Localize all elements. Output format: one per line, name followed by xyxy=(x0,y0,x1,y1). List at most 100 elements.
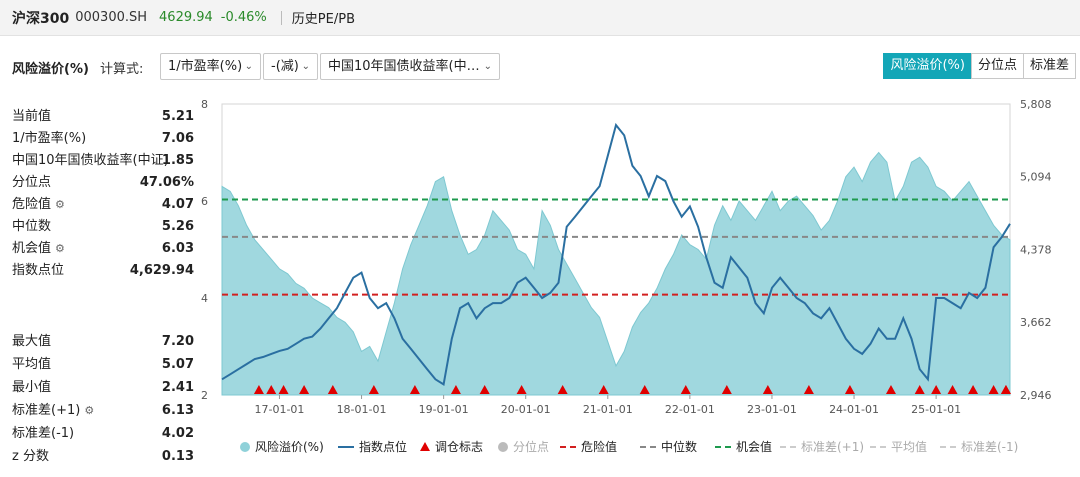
tab-percentile[interactable]: 分位点 xyxy=(970,53,1024,79)
rebalance-marker xyxy=(988,385,999,394)
stat-label: 危险值 ⚙ xyxy=(12,194,65,216)
rebalance-marker xyxy=(299,385,310,394)
x-tick-label: 23-01-01 xyxy=(747,403,797,416)
chevron-down-icon: ⌄ xyxy=(301,61,310,72)
stat-min: 最小值 2.41 xyxy=(12,377,194,399)
dash-swatch-icon xyxy=(560,445,576,448)
rebalance-marker xyxy=(762,385,773,394)
tri-swatch-icon xyxy=(420,442,430,451)
rebalance-marker xyxy=(409,385,420,394)
stat-label: 指数点位 xyxy=(12,263,65,278)
rebalance-marker xyxy=(1001,385,1011,394)
chart-legend: 风险溢价(%) 指数点位 调仓标志 分位点 危险值 中位数 机会值 标准差(+1) 平均值 标准差… xyxy=(240,438,1040,456)
rebalance-marker xyxy=(368,385,379,394)
rebalance-marker xyxy=(450,385,461,394)
rebalance-marker xyxy=(266,385,277,394)
stat-index-level: 指数点位 4,629.94 xyxy=(12,260,194,282)
rebalance-marker xyxy=(844,385,855,394)
stat-label: 平均值 xyxy=(12,357,52,372)
gear-icon[interactable]: ⚙ xyxy=(55,242,65,255)
rebalance-marker xyxy=(803,385,814,394)
stat-label-text: 标准差(+1) xyxy=(12,403,81,418)
y-right-tick-label: 5,808 xyxy=(1020,98,1052,111)
gear-icon[interactable]: ⚙ xyxy=(55,198,65,211)
legend-item[interactable]: 中位数 xyxy=(640,438,697,455)
series-risk-premium-area xyxy=(221,151,1011,396)
rebalance-marker xyxy=(885,385,896,394)
x-tick-label: 20-01-01 xyxy=(501,403,551,416)
legend-item[interactable]: 平均值 xyxy=(870,438,927,455)
view-tabs: 风险溢价(%) 分位点 标准差 xyxy=(883,53,1076,79)
stat-label: 分位点 xyxy=(12,175,52,190)
rebalance-marker xyxy=(557,385,568,394)
stat-value: 5.21 xyxy=(161,109,194,124)
dot-swatch-icon xyxy=(498,441,508,452)
rebalance-marker xyxy=(721,385,732,394)
dash-swatch-icon xyxy=(940,445,956,448)
stat-label: 1/市盈率(%) xyxy=(12,131,87,146)
control-bar: 风险溢价(%) 计算式: 1/市盈率(%) ⌄ -(减) ⌄ 中国10年国债收益… xyxy=(0,50,1080,82)
stat-label: 最大值 xyxy=(12,334,52,349)
stat-label: 标准差(+1) ⚙ xyxy=(12,400,94,422)
stat-danger: 危险值 ⚙ 4.07 xyxy=(12,194,194,216)
legend-item[interactable]: 调仓标志 xyxy=(420,438,483,455)
rebalance-marker xyxy=(931,385,942,394)
legend-label: 分位点 xyxy=(513,440,550,454)
rebalance-marker xyxy=(327,385,338,394)
formula-label: 计算式: xyxy=(100,62,144,77)
legend-item[interactable]: 分位点 xyxy=(498,438,549,455)
stat-z-score: z 分数 0.13 xyxy=(12,446,194,468)
formula-operand2-select[interactable]: 中国10年国债收益率(中… ⌄ xyxy=(320,53,500,80)
stat-value: 0.13 xyxy=(161,449,194,464)
legend-item[interactable]: 指数点位 xyxy=(338,438,407,455)
dash-swatch-icon xyxy=(870,445,886,448)
x-tick-label: 19-01-01 xyxy=(419,403,469,416)
tab-risk-premium[interactable]: 风险溢价(%) xyxy=(883,53,972,79)
legend-label: 中位数 xyxy=(661,440,698,454)
stat-percentile: 分位点 47.06% xyxy=(12,172,194,194)
index-name: 沪深300 xyxy=(12,10,70,27)
x-tick-label: 21-01-01 xyxy=(583,403,633,416)
dash-swatch-icon xyxy=(780,445,796,448)
rebalance-marker xyxy=(947,385,958,394)
operand1-value: 1/市盈率(%) xyxy=(168,59,243,74)
stat-current: 当前值 5.21 xyxy=(12,106,194,128)
legend-label: 标准差(-1) xyxy=(961,440,1019,454)
legend-item[interactable]: 机会值 xyxy=(715,438,772,455)
formula-operand1-select[interactable]: 1/市盈率(%) ⌄ xyxy=(160,53,261,80)
stat-label: 中国10年国债收益率(中证) xyxy=(12,153,169,168)
legend-label: 标准差(+1) xyxy=(801,440,865,454)
chevron-down-icon: ⌄ xyxy=(244,61,253,72)
legend-label: 机会值 xyxy=(736,440,773,454)
operand2-value: 中国10年国债收益率(中… xyxy=(328,59,480,74)
dot-swatch-icon xyxy=(240,441,250,452)
history-pe-pb-link[interactable]: 历史PE/PB xyxy=(291,12,355,27)
legend-item[interactable]: 标准差(-1) xyxy=(940,438,1018,455)
risk-premium-chart[interactable]: 2 4 6 8 2,946 3,662 4,378 5,094 5,808 17-01-01 18-… xyxy=(196,92,1080,432)
stat-value: 4.07 xyxy=(161,197,194,212)
gear-icon[interactable]: ⚙ xyxy=(84,404,95,417)
stat-bond-yield: 中国10年国债收益率(中证) 1.85 xyxy=(12,150,194,172)
dash-swatch-icon xyxy=(640,445,656,448)
stat-chance: 机会值 ⚙ 6.03 xyxy=(12,238,194,260)
legend-item[interactable]: 标准差(+1) xyxy=(780,438,864,455)
rebalance-marker xyxy=(479,385,490,394)
legend-label: 指数点位 xyxy=(359,440,408,454)
stat-label-text: 机会值 xyxy=(12,241,52,256)
stat-value: 2.41 xyxy=(161,380,194,395)
rebalance-marker xyxy=(914,385,925,394)
formula-operator-select[interactable]: -(减) ⌄ xyxy=(263,53,318,80)
y-right-tick-label: 4,378 xyxy=(1020,243,1052,256)
stat-value: 4.02 xyxy=(161,426,194,441)
metric-title: 风险溢价(%) xyxy=(12,62,89,77)
y-left-tick-label: 6 xyxy=(201,195,208,208)
index-code: 000300.SH xyxy=(75,10,148,25)
tab-std-dev[interactable]: 标准差 xyxy=(1022,53,1076,79)
stat-max: 最大值 7.20 xyxy=(12,331,194,353)
legend-label: 调仓标志 xyxy=(435,440,484,454)
legend-item[interactable]: 危险值 xyxy=(560,438,617,455)
stat-value: 5.26 xyxy=(161,219,194,234)
legend-item[interactable]: 风险溢价(%) xyxy=(240,438,324,455)
x-tick-label: 24-01-01 xyxy=(829,403,879,416)
stat-value: 1.85 xyxy=(161,153,194,168)
